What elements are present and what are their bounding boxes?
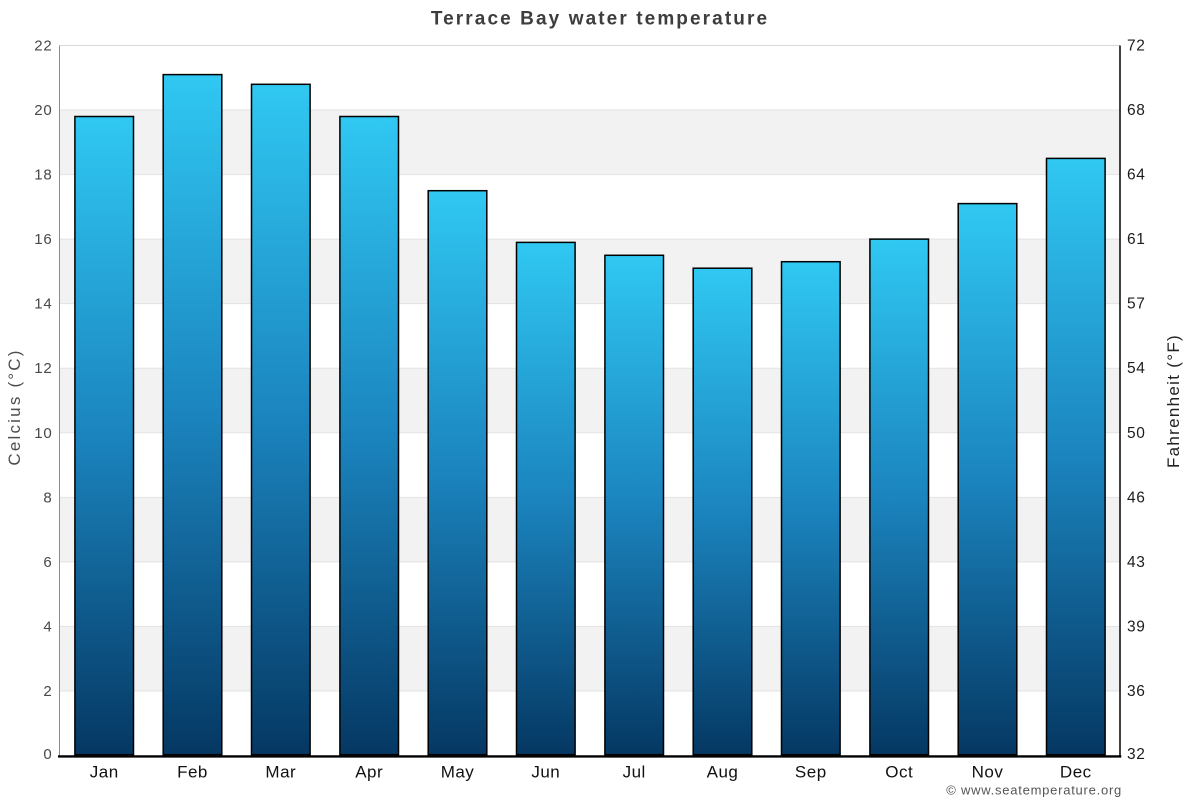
svg-text:Jan: Jan — [90, 763, 119, 782]
svg-text:36: 36 — [1127, 683, 1145, 700]
svg-text:0: 0 — [43, 746, 52, 763]
svg-text:64: 64 — [1127, 167, 1145, 184]
svg-text:2: 2 — [43, 683, 52, 700]
svg-text:Aug: Aug — [707, 763, 739, 782]
svg-text:14: 14 — [34, 296, 52, 313]
svg-text:20: 20 — [34, 102, 52, 119]
svg-text:8: 8 — [43, 489, 52, 506]
svg-text:57: 57 — [1127, 296, 1145, 313]
svg-text:18: 18 — [34, 167, 52, 184]
svg-text:68: 68 — [1127, 102, 1145, 119]
svg-text:61: 61 — [1127, 231, 1145, 248]
svg-text:6: 6 — [43, 554, 52, 571]
svg-text:32: 32 — [1127, 746, 1145, 763]
svg-text:Oct: Oct — [885, 763, 913, 782]
svg-text:Apr: Apr — [355, 763, 383, 782]
svg-text:39: 39 — [1127, 618, 1145, 635]
svg-text:May: May — [441, 763, 475, 782]
svg-text:Dec: Dec — [1060, 763, 1092, 782]
svg-text:12: 12 — [34, 360, 52, 377]
svg-text:Fahrenheit (°F): Fahrenheit (°F) — [1164, 334, 1183, 468]
svg-text:10: 10 — [34, 425, 52, 442]
svg-text:Jul: Jul — [623, 763, 646, 782]
svg-text:Jun: Jun — [531, 763, 560, 782]
svg-text:Sep: Sep — [795, 763, 827, 782]
svg-text:22: 22 — [34, 38, 52, 55]
svg-text:54: 54 — [1127, 360, 1145, 377]
svg-text:Terrace Bay water temperature: Terrace Bay water temperature — [431, 9, 769, 30]
svg-text:Feb: Feb — [177, 763, 208, 782]
svg-text:Celcius (°C): Celcius (°C) — [5, 348, 24, 465]
svg-text:© www.seatemperature.org: © www.seatemperature.org — [946, 783, 1122, 798]
svg-text:72: 72 — [1127, 38, 1145, 55]
svg-text:46: 46 — [1127, 489, 1145, 506]
svg-text:16: 16 — [34, 231, 52, 248]
svg-text:4: 4 — [43, 618, 52, 635]
svg-text:Mar: Mar — [265, 763, 296, 782]
svg-text:50: 50 — [1127, 425, 1145, 442]
svg-text:43: 43 — [1127, 554, 1145, 571]
svg-text:Nov: Nov — [972, 763, 1004, 782]
